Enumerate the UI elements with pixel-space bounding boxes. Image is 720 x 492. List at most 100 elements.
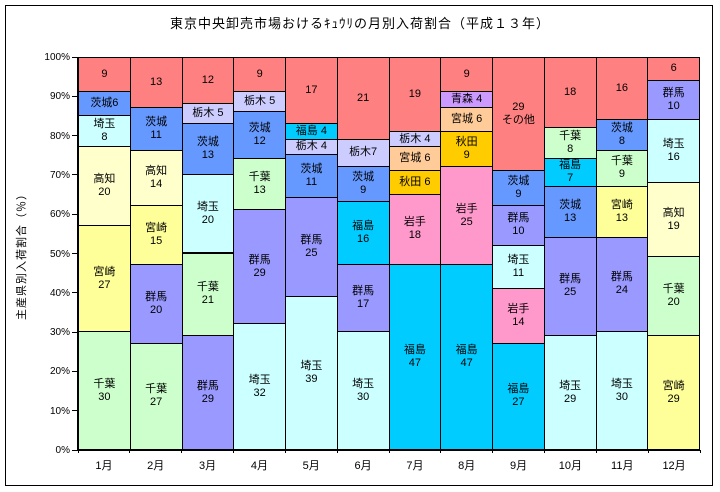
segment-label-line: 埼玉 [610,377,633,390]
bar-segment-8月-青森: 青森 4 [440,91,493,109]
x-tick-mark [544,450,545,453]
bar-segment-12月-高知: 高知 19 [647,181,700,258]
segment-label-line: 29 [253,266,266,279]
bar-segment-5月-栃木: 栃木 4 [285,138,338,156]
segment-label-line: 7 [567,172,574,185]
segment-label-line: 茨城 [507,175,530,188]
bar-segment-10月-福島: 福島 7 [543,158,597,187]
x-category-label: 8月 [458,460,476,472]
bar-segment-11月-その他: 16 [595,57,649,120]
segment-label-line: 群馬 [145,291,168,304]
segment-label-line: 9 [463,148,470,161]
bar-segment-9月-群馬: 群馬 10 [492,205,545,246]
bar-segment-9月-その他: 29 その他 [492,57,545,171]
segment-label-line: 27 [98,278,111,291]
y-tick-label: 70% [49,169,70,181]
segment-label-line: 群馬 [352,285,375,298]
x-category-label: 2月 [147,460,165,472]
x-tick-mark [129,450,131,453]
x-tick-mark [699,450,701,453]
bar-segment-12月-埼玉: 埼玉 16 [647,118,700,183]
bar-segment-10月-千葉: 千葉 8 [543,126,597,160]
bar-segment-11月-宮崎: 宮崎 13 [595,185,649,238]
bar-segment-11月-埼玉: 埼玉 30 [595,331,649,450]
segment-label-line: 30 [98,390,111,403]
segment-label-line: 16 [615,81,628,94]
bar-segment-6月-その他: 21 [336,57,390,140]
plot-area: 0% 10% 20% 30% 40% 50% 60% 70% 80% 90% 100% 9 茨城6 埼玉… [44,52,701,472]
bar-segment-11月-群馬: 群馬 24 [595,236,649,333]
segment-label-line: 栃木 4 [295,140,327,153]
y-tick-mark [72,331,77,333]
bar-segment-8月-その他: 9 [440,57,493,93]
y-axis-line [77,57,78,450]
segment-label-line: 秋田 [455,135,478,148]
x-tick-mark [77,450,79,453]
y-tick-label: 50% [49,248,70,260]
segment-label-line: 20 [667,296,680,309]
y-tick-mark [72,449,77,451]
segment-label-line: 埼玉 [300,359,323,372]
segment-label-line: 群馬 [507,212,530,225]
segment-label-line: 福島 [403,344,426,357]
segment-label-line: 高知 [145,165,168,178]
bar-segment-2月-茨城: 茨城 11 [129,107,183,152]
bar-segment-8月-秋田: 秋田 9 [440,130,493,168]
bar-column-10月: 18 千葉 8 福島 7 茨城 13 群馬 25 埼玉 29 [543,57,597,450]
segment-label-line: その他 [501,113,535,126]
bar-column-12月: 6 群馬 10 埼玉 16 高知 19 千葉 20 宮崎 29 [647,57,700,450]
segment-label-line: 埼玉 [352,377,375,390]
segment-label-line: 11 [512,266,525,279]
segment-label-line: 岩手 [403,216,426,229]
bar-segment-2月-高知: 高知 14 [129,150,183,207]
bar-segment-6月-茨城: 茨城 9 [336,166,390,203]
bar-column-7月: 19 栃木 4 宮城 6 秋田 6 岩手 18 福島 47 [388,57,442,450]
y-tick-label: 80% [49,130,70,142]
segment-label-line: 茨城 [559,198,582,211]
segment-label-line: 8 [567,142,574,155]
segment-label-line: 6 [670,62,677,75]
segment-label-line: 千葉 [248,171,271,184]
segment-label-line: 千葉 [662,283,685,296]
segment-label-line: 群馬 [610,271,633,284]
bar-segment-3月-千葉: 千葉 21 [181,252,235,337]
segment-label-line: 30 [357,390,370,403]
bar-segment-7月-その他: 19 [388,57,442,132]
bar-column-9月: 29 その他 茨城 9 群馬 10 埼玉 11 岩手 14 福島 27 [492,57,545,450]
bar-segment-2月-宮崎: 宮崎 15 [129,205,183,266]
y-tick-label: 20% [49,366,70,378]
bar-segment-9月-福島: 福島 27 [492,342,545,450]
bar-segment-6月-群馬: 群馬 17 [336,264,390,333]
segment-label-line: 16 [357,233,370,246]
bar-segment-7月-宮城: 宮城 6 [388,146,442,171]
segment-label-line: 25 [564,286,577,299]
y-tick-label: 10% [49,405,70,417]
segment-label-line: 17 [357,298,370,311]
bar-segment-5月-群馬: 群馬 25 [285,197,338,297]
segment-label-line: 13 [253,184,266,197]
segment-label-line: 群馬 [300,234,323,247]
y-tick-mark [72,253,77,254]
bar-segment-11月-千葉: 千葉 9 [595,150,649,187]
segment-label-line: 29 [564,392,577,405]
segment-label-line: 9 [256,68,263,81]
bar-column-8月: 9 青森 4 宮城 6 秋田 9 岩手 25 福島 47 [440,57,493,450]
bar-segment-12月-宮崎: 宮崎 29 [647,335,700,450]
bar-segment-1月-その他: 9 [78,57,131,93]
segment-label-line: 埼玉 [196,200,219,213]
segment-label-line: 埼玉 [507,253,530,266]
bar-column-5月: 17 福島 4 栃木 4 茨城 11 群馬 25 埼玉 39 [285,57,338,450]
y-tick-label: 0% [55,445,70,456]
bar-segment-3月-茨城: 茨城 13 [181,122,235,175]
segment-label-line: 9 [463,68,470,81]
segment-label-line: 高知 [93,173,116,186]
segment-label-line: 埼玉 [662,137,685,150]
bar-column-4月: 9 栃木 5 茨城 12 千葉 13 群馬 29 埼玉 32 [233,57,286,450]
bar-column-11月: 16 茨城 8 千葉 9 宮崎 13 群馬 24 埼玉 30 [595,57,649,450]
segment-label-line: 20 [98,186,111,199]
y-tick-mark [72,135,77,137]
bar-segment-6月-福島: 福島 16 [336,201,390,266]
y-tick-mark [72,174,77,176]
segment-label-line: 宮崎 [93,265,116,278]
